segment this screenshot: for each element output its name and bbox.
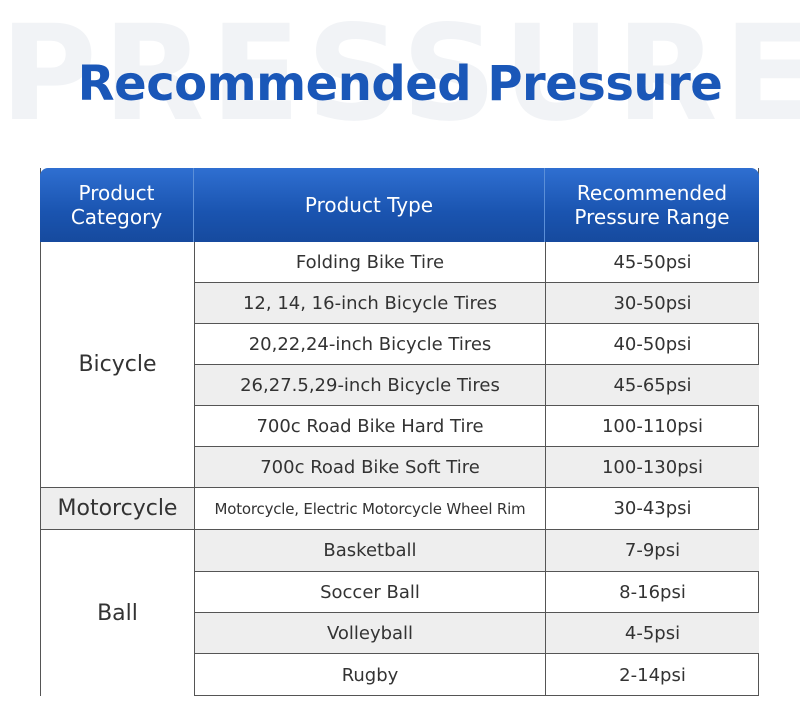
pressure-cell: 7-9psi — [624, 540, 681, 561]
table-row: 700c Road Bike Hard Tire 100-110psi — [195, 406, 759, 447]
product-type-cell: 12, 14, 16-inch Bicycle Tires — [195, 283, 546, 323]
product-type-cell: 26,27.5,29-inch Bicycle Tires — [195, 365, 546, 405]
header-product-category: Product Category — [40, 168, 194, 242]
table-row: Folding Bike Tire 45-50psi — [195, 242, 759, 283]
table-row: 700c Road Bike Soft Tire 100-130psi — [195, 447, 759, 488]
category-bicycle: Bicycle — [41, 242, 195, 488]
header-product-type: Product Type — [194, 168, 545, 242]
table-header: Product Category Product Type Recommende… — [40, 168, 759, 242]
table-row: 26,27.5,29-inch Bicycle Tires 45-65psi — [195, 365, 759, 406]
header-category-line-2: Category — [70, 205, 163, 229]
table-row: Motorcycle, Electric Motorcycle Wheel Ri… — [195, 488, 759, 530]
product-type-cell: Folding Bike Tire — [195, 242, 546, 282]
table-row: Volleyball 4-5psi — [195, 613, 759, 654]
header-pressure-range: Recommended Pressure Range — [545, 168, 759, 242]
product-type-cell: Rugby — [195, 654, 546, 696]
pressure-cell: 8-16psi — [619, 581, 686, 603]
header-pressure-line-2: Pressure Range — [574, 205, 730, 229]
product-type-cell: Motorcycle, Electric Motorcycle Wheel Ri… — [195, 488, 546, 529]
pressure-cell: 45-50psi — [613, 251, 692, 273]
pressure-cell: 45-65psi — [613, 374, 692, 396]
pressure-table: Product Category Product Type Recommende… — [40, 168, 759, 696]
pressure-cell: 30-43psi — [613, 498, 692, 519]
product-type-cell: 700c Road Bike Soft Tire — [195, 447, 546, 487]
table-row: Basketball 7-9psi — [195, 530, 759, 572]
table-row: Soccer Ball 8-16psi — [195, 572, 759, 613]
table-row: Rugby 2-14psi — [195, 654, 759, 696]
product-type-cell: 20,22,24-inch Bicycle Tires — [195, 324, 546, 364]
header-category-line-1: Product — [78, 181, 155, 205]
pressure-cell: 100-130psi — [601, 456, 703, 478]
category-motorcycle: Motorcycle — [41, 488, 195, 530]
table-row: 20,22,24-inch Bicycle Tires 40-50psi — [195, 324, 759, 365]
pressure-cell: 4-5psi — [624, 622, 681, 644]
category-ball: Ball — [41, 530, 195, 696]
product-type-cell: Basketball — [195, 530, 546, 571]
product-type-cell: Volleyball — [195, 613, 546, 653]
pressure-cell: 40-50psi — [613, 333, 692, 355]
header-pressure-line-1: Recommended — [576, 181, 728, 205]
background-watermark: PRESSURE — [0, 4, 800, 144]
pressure-cell: 100-110psi — [601, 415, 703, 437]
pressure-cell: 30-50psi — [613, 292, 692, 314]
table-row: 12, 14, 16-inch Bicycle Tires 30-50psi — [195, 283, 759, 324]
product-type-cell: 700c Road Bike Hard Tire — [195, 406, 546, 446]
product-type-cell: Soccer Ball — [195, 572, 546, 612]
pressure-cell: 2-14psi — [619, 664, 686, 686]
page-title: Recommended Pressure — [77, 56, 723, 112]
